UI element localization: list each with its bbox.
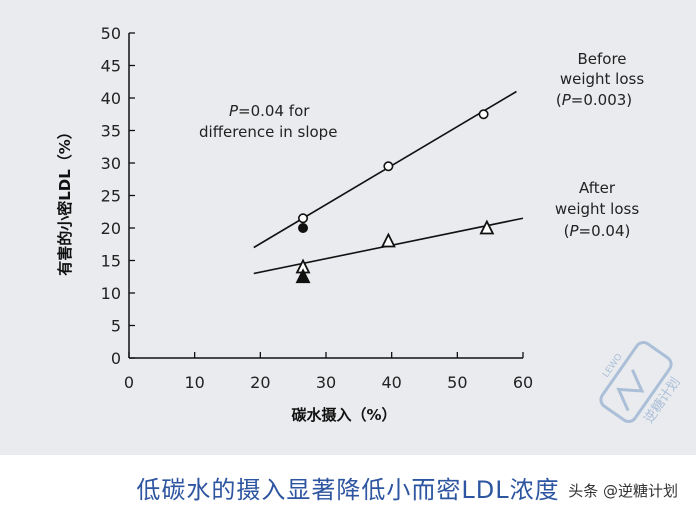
y-tick-label: 25 xyxy=(101,187,121,206)
x-tick-label: 40 xyxy=(381,373,401,392)
annotations: Before weight loss (P=0.003) After weigh… xyxy=(56,50,644,424)
x-tick-label: 10 xyxy=(184,373,204,392)
y-tick-label: 50 xyxy=(101,24,121,43)
brand-logo-watermark: 逆糖计划 LEWO xyxy=(599,341,684,426)
point-series-0-0 xyxy=(298,213,309,224)
y-tick-label: 20 xyxy=(101,219,121,238)
x-tick-label: 50 xyxy=(447,373,467,392)
slope-annotation-line1: P=0.04 for xyxy=(229,102,310,120)
data-points xyxy=(295,109,495,284)
after-label-line2: weight loss xyxy=(555,200,640,218)
y-tick-label: 15 xyxy=(101,252,121,271)
point-series-0-1 xyxy=(383,161,394,172)
y-tick-label: 45 xyxy=(101,57,121,76)
y-tick-label: 10 xyxy=(101,284,121,303)
x-tick-label: 60 xyxy=(513,373,533,392)
chart-figure: 0 5 10 15 20 25 30 35 40 45 50 0 10 20 30 40 50 60 Before… xyxy=(0,0,696,455)
point-series-1-1 xyxy=(380,232,396,248)
y-tick-label: 5 xyxy=(111,317,121,336)
before-label-line1: Before xyxy=(577,50,626,68)
before-label-line2: weight loss xyxy=(560,70,645,88)
y-tick-label: 30 xyxy=(101,154,121,173)
axes: 0 5 10 15 20 25 30 35 40 45 50 0 10 20 30 40 50 60 xyxy=(101,24,534,392)
x-tick-label: 0 xyxy=(124,373,134,392)
y-tick-label: 35 xyxy=(101,122,121,141)
baseline-point-series-1 xyxy=(295,268,311,284)
y-axis-title: 有害的小密LDL（%） xyxy=(56,124,74,276)
figure-caption: 低碳水的摄入显著降低小而密LDL浓度 xyxy=(136,476,560,504)
x-tick-label: 30 xyxy=(316,373,336,392)
x-tick-label: 20 xyxy=(250,373,270,392)
slope-annotation-line2: difference in slope xyxy=(199,123,337,141)
scatter-chart: 0 5 10 15 20 25 30 35 40 45 50 0 10 20 30 40 50 60 Before… xyxy=(56,24,644,424)
after-label-line1: After xyxy=(579,179,616,197)
point-series-1-2 xyxy=(479,219,495,235)
baseline-point-series-0 xyxy=(298,223,309,234)
y-tick-label: 40 xyxy=(101,89,121,108)
after-label-line3: (P=0.04) xyxy=(564,222,631,240)
source-watermark: 头条 @逆糖计划 xyxy=(562,478,684,503)
point-series-0-2 xyxy=(478,109,489,120)
before-label-line3: (P=0.003) xyxy=(556,91,632,109)
y-tick-label: 0 xyxy=(111,349,121,368)
x-axis-title: 碳水摄入（%） xyxy=(291,406,396,424)
